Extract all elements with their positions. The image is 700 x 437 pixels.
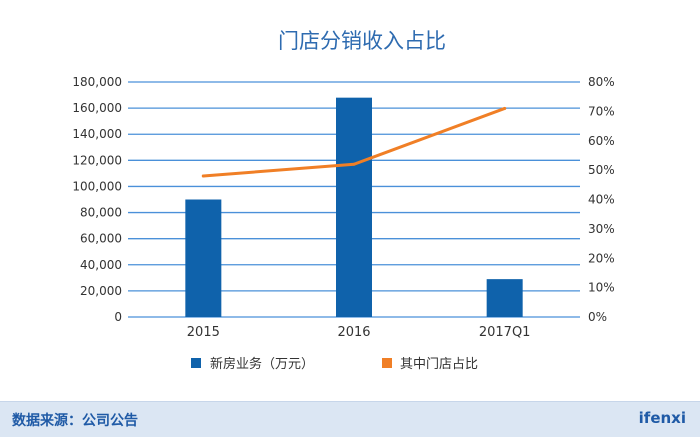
x-tick-label: 2017Q1 bbox=[479, 325, 531, 340]
footer: 数据来源：公司公告 ifenxi bbox=[0, 401, 700, 437]
legend-swatch-line bbox=[382, 358, 392, 368]
line-point-2015 bbox=[201, 174, 205, 178]
left-tick-label: 180,000 bbox=[72, 75, 122, 89]
x-tick-label: 2016 bbox=[337, 325, 370, 340]
legend-swatch-bar bbox=[191, 358, 201, 368]
legend: 新房业务（万元） 其中门店占比 bbox=[191, 356, 478, 372]
bar-series bbox=[185, 97, 523, 318]
right-tick-label: 40% bbox=[588, 193, 615, 207]
legend-label-line: 其中门店占比 bbox=[400, 357, 478, 372]
line-point-2016 bbox=[352, 162, 356, 166]
left-tick-label: 100,000 bbox=[72, 179, 122, 193]
bar-2016 bbox=[336, 97, 372, 318]
right-tick-label: 80% bbox=[588, 75, 615, 89]
left-tick-label: 40,000 bbox=[80, 258, 122, 272]
line-series bbox=[201, 106, 507, 178]
chart-title: 门店分销收入占比 bbox=[278, 29, 446, 53]
bar-2017Q1 bbox=[486, 279, 523, 317]
right-tick-label: 10% bbox=[588, 281, 615, 295]
left-tick-label: 160,000 bbox=[72, 101, 122, 115]
right-tick-label: 50% bbox=[588, 163, 615, 177]
bar-2015 bbox=[185, 199, 222, 317]
right-tick-label: 70% bbox=[588, 104, 615, 118]
brand-logo: ifenxi bbox=[638, 409, 686, 427]
x-tick-label: 2015 bbox=[187, 325, 220, 340]
x-axis: 2015 2016 2017Q1 bbox=[187, 325, 531, 340]
right-tick-label: 30% bbox=[588, 222, 615, 236]
left-tick-label: 120,000 bbox=[72, 153, 122, 167]
right-tick-label: 60% bbox=[588, 134, 615, 148]
left-tick-label: 60,000 bbox=[80, 232, 122, 246]
left-tick-label: 0 bbox=[114, 310, 122, 324]
right-tick-label: 0% bbox=[588, 310, 607, 324]
left-tick-label: 80,000 bbox=[80, 206, 122, 220]
left-tick-label: 140,000 bbox=[72, 127, 122, 141]
line-point-2017Q1 bbox=[503, 106, 507, 110]
left-axis: 0 20,000 40,000 60,000 80,000 100,000 120,000 1… bbox=[72, 75, 122, 324]
right-axis: 0% 10% 20% 30% 40% 50% 60% 70% 80% bbox=[588, 75, 615, 324]
source-note: 数据来源：公司公告 bbox=[12, 413, 138, 429]
right-tick-label: 20% bbox=[588, 251, 615, 265]
left-tick-label: 20,000 bbox=[80, 284, 122, 298]
legend-label-bar: 新房业务（万元） bbox=[210, 356, 314, 372]
